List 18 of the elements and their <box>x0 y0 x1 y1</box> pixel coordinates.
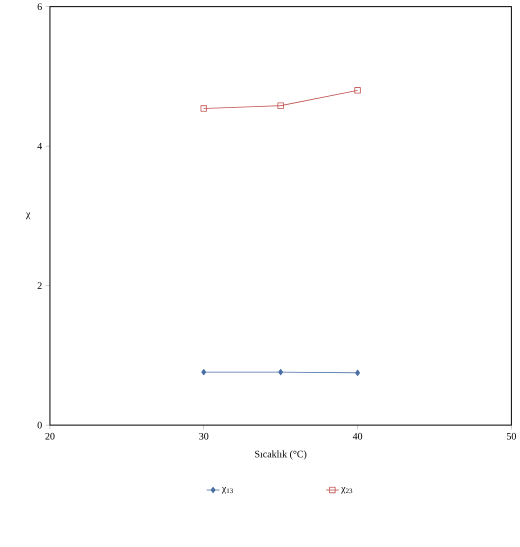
x-tick-label: 40 <box>352 432 362 440</box>
y-tick-label: 0 <box>38 422 42 428</box>
x-tick-label: 50 <box>507 432 516 440</box>
point <box>201 368 206 376</box>
x-axis-title: Sıcaklık (°C) <box>255 450 307 460</box>
legend-label: χ$_{13}$ <box>222 486 234 494</box>
x-tick-label: 20 <box>46 432 55 440</box>
y-tick-label: 4 <box>38 142 42 150</box>
point <box>355 370 360 376</box>
y-tick-label: 2 <box>38 282 42 289</box>
legend-label: χ$_{23}$ <box>341 486 352 494</box>
x-tick-label: 30 <box>199 432 209 440</box>
point <box>200 105 208 112</box>
point <box>278 368 284 376</box>
point <box>354 87 361 94</box>
y-axis-title: χ <box>26 212 30 220</box>
point <box>278 102 284 109</box>
y-tick-label: 6 <box>38 3 42 10</box>
